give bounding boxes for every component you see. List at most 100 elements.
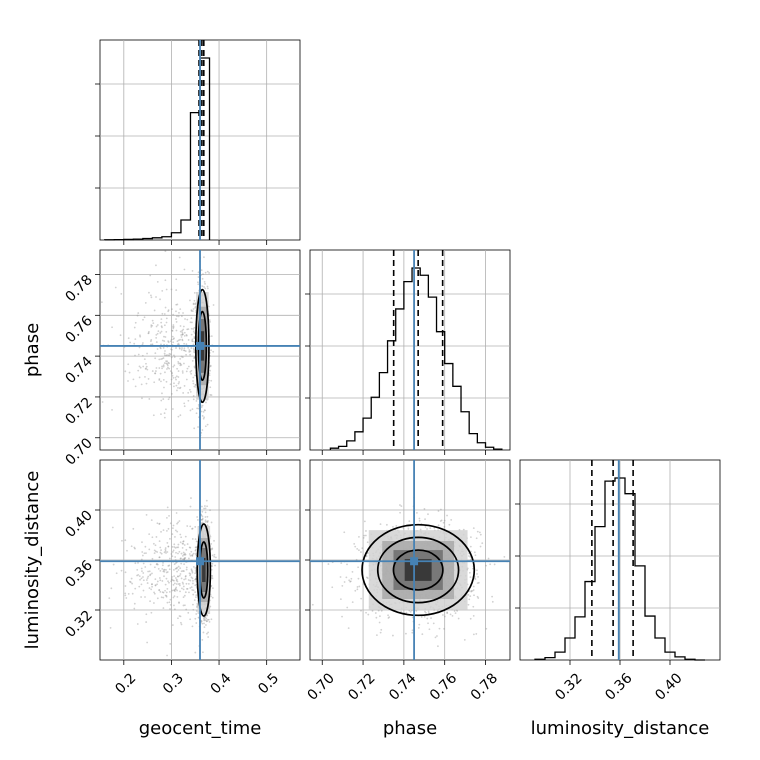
sample-point <box>183 349 186 352</box>
sample-point <box>150 338 153 341</box>
sample-point <box>174 376 177 379</box>
sample-point <box>206 423 209 426</box>
sample-point <box>402 526 405 529</box>
sample-point <box>154 357 157 360</box>
sample-point <box>191 270 194 272</box>
sample-point <box>439 520 442 522</box>
sample-point <box>175 318 177 320</box>
sample-point <box>210 379 213 382</box>
sample-point <box>168 362 170 365</box>
sample-point <box>183 594 186 597</box>
sample-point <box>210 618 213 621</box>
y-tick-label: 0.74 <box>62 354 95 387</box>
sample-point <box>206 505 209 508</box>
sample-point <box>164 371 166 374</box>
sample-point <box>149 573 152 576</box>
sample-point <box>162 529 165 532</box>
sample-point <box>206 520 208 523</box>
sample-point <box>163 412 166 415</box>
sample-point <box>145 552 147 555</box>
sample-point <box>424 610 426 613</box>
sample-point <box>190 327 193 330</box>
sample-point <box>177 382 180 385</box>
sample-point <box>111 408 113 411</box>
sample-point <box>195 622 198 624</box>
x-tick-label: 0.74 <box>386 670 419 703</box>
sample-point <box>201 517 204 520</box>
sample-point <box>163 335 165 338</box>
sample-point <box>194 549 197 551</box>
sample-point <box>181 587 183 590</box>
sample-point <box>204 507 207 510</box>
sample-point <box>443 525 446 528</box>
y-tick-label: 0.78 <box>62 272 95 305</box>
sample-point <box>155 367 158 369</box>
sample-point <box>176 389 178 392</box>
sample-point <box>194 567 197 569</box>
sample-point <box>180 364 183 366</box>
sample-point <box>163 575 165 578</box>
sample-point <box>182 542 184 545</box>
sample-point <box>205 617 208 620</box>
sample-point <box>168 568 171 571</box>
sample-point <box>163 568 166 571</box>
sample-point <box>154 372 157 375</box>
sample-point <box>176 530 179 533</box>
sample-point <box>423 508 426 510</box>
sample-point <box>154 550 157 553</box>
sample-point <box>485 627 488 630</box>
sample-point <box>210 584 213 587</box>
sample-point <box>365 611 367 614</box>
sample-point <box>169 340 172 343</box>
sample-point <box>136 314 139 317</box>
sample-point <box>147 378 150 380</box>
sample-point <box>175 375 178 378</box>
sample-point <box>183 362 185 365</box>
sample-point <box>346 606 349 609</box>
sample-point <box>158 522 161 525</box>
sample-point <box>205 620 208 623</box>
sample-point <box>181 331 184 334</box>
sample-point <box>170 579 173 581</box>
sample-point <box>203 619 206 622</box>
sample-point <box>197 281 199 284</box>
sample-point <box>130 545 133 548</box>
sample-point <box>159 546 162 549</box>
sample-point <box>193 351 195 353</box>
sample-point <box>176 522 178 525</box>
sample-point <box>150 294 152 297</box>
sample-point <box>161 591 164 594</box>
sample-point <box>156 324 159 326</box>
sample-point <box>356 586 359 588</box>
sample-point <box>188 591 190 594</box>
sample-point <box>180 577 183 580</box>
sample-point <box>420 616 423 618</box>
sample-point <box>165 362 168 365</box>
sample-point <box>476 573 478 575</box>
sample-point <box>367 613 370 616</box>
sample-point <box>151 370 154 372</box>
sample-point <box>446 514 448 517</box>
sample-point <box>175 329 178 332</box>
sample-point <box>203 505 206 507</box>
x-axis-label: luminosity_distance <box>531 718 710 739</box>
sample-point <box>183 335 186 337</box>
sample-point <box>180 348 183 351</box>
sample-point <box>168 601 171 604</box>
x-tick-label: 0.72 <box>345 670 378 703</box>
sample-point <box>161 326 163 329</box>
sample-point <box>374 612 377 614</box>
sample-point <box>120 293 123 295</box>
y-tick-label: 0.36 <box>62 557 95 590</box>
sample-point <box>156 563 158 565</box>
sample-point <box>489 563 492 566</box>
sample-point <box>184 557 187 559</box>
y-tick-label: 0.32 <box>62 608 95 641</box>
sample-point <box>176 303 179 306</box>
sample-point <box>437 645 439 648</box>
sample-point <box>156 280 159 283</box>
sample-point <box>355 558 358 561</box>
density-block <box>404 559 432 581</box>
sample-point <box>180 570 183 573</box>
sample-point <box>156 597 159 600</box>
